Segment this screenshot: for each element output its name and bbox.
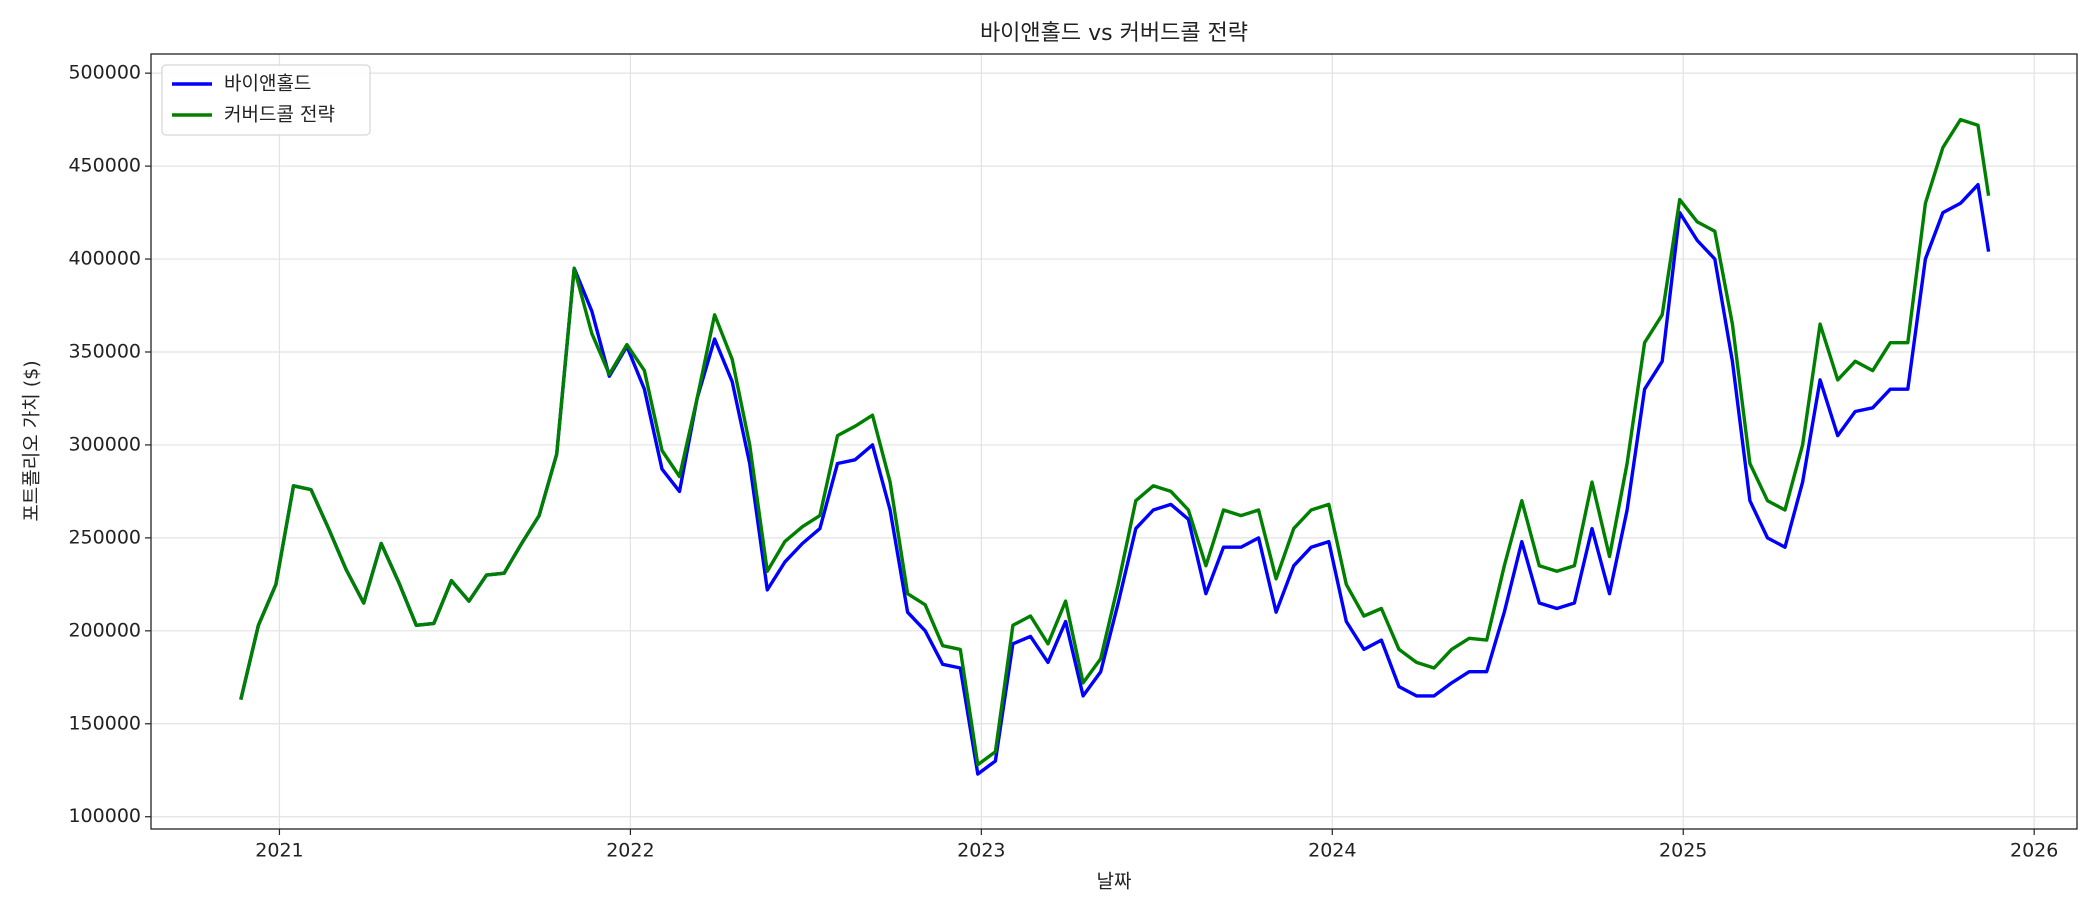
x-tick-label: 2022 [606, 840, 654, 862]
legend-label: 바이앤홀드 [224, 73, 311, 95]
x-tick-label: 2024 [1308, 840, 1356, 862]
y-tick-label: 500000 [68, 62, 141, 84]
y-axis-label: 포트폴리오 가치 ($) [21, 360, 43, 521]
chart-title: 바이앤홀드 vs 커버드콜 전략 [980, 21, 1248, 46]
plot-frame [150, 53, 2078, 830]
y-tick-label: 400000 [68, 248, 141, 270]
y-tick-label: 150000 [68, 712, 141, 734]
legend-box [161, 64, 371, 136]
y-tick-label: 250000 [68, 526, 141, 548]
x-tick-label: 2026 [2010, 840, 2058, 862]
series-line [239, 117, 1991, 767]
x-tick-label: 2023 [957, 840, 1005, 862]
y-tick-label: 100000 [68, 805, 141, 827]
x-tick-label: 2025 [1659, 840, 1707, 862]
legend-label: 커버드콜 전략 [224, 104, 335, 126]
y-tick-label: 200000 [68, 619, 141, 641]
y-tick-label: 450000 [68, 155, 141, 177]
x-axis-label: 날짜 [1097, 871, 1132, 893]
y-tick-label: 350000 [68, 340, 141, 362]
x-tick-label: 2021 [255, 840, 303, 862]
y-tick-label: 300000 [68, 433, 141, 455]
series-line [239, 183, 1991, 776]
